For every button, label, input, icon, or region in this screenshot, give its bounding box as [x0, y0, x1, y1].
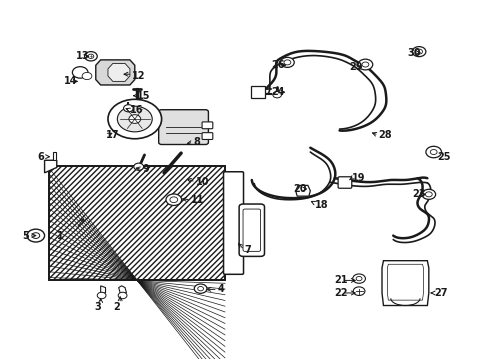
Circle shape [72, 67, 88, 78]
Circle shape [84, 51, 97, 61]
Circle shape [429, 149, 436, 154]
Text: 18: 18 [315, 200, 328, 210]
Text: 2: 2 [113, 302, 120, 312]
FancyBboxPatch shape [223, 172, 243, 274]
Circle shape [352, 287, 364, 296]
Text: 27: 27 [434, 288, 447, 298]
FancyBboxPatch shape [243, 209, 260, 251]
Circle shape [284, 60, 290, 65]
Circle shape [355, 276, 361, 281]
Polygon shape [108, 63, 130, 81]
Text: 25: 25 [436, 152, 449, 162]
Text: 15: 15 [137, 91, 150, 101]
Circle shape [197, 287, 203, 291]
Circle shape [82, 72, 92, 80]
Circle shape [27, 229, 44, 242]
FancyBboxPatch shape [202, 133, 212, 139]
Circle shape [425, 192, 431, 197]
Text: 30: 30 [407, 48, 421, 58]
Polygon shape [386, 264, 423, 300]
Text: 10: 10 [195, 177, 209, 187]
Text: 16: 16 [130, 105, 143, 115]
Polygon shape [295, 185, 310, 196]
Text: 1: 1 [57, 231, 63, 240]
Text: 3: 3 [94, 302, 101, 312]
Text: 14: 14 [64, 76, 78, 86]
Polygon shape [49, 166, 224, 280]
Polygon shape [381, 261, 428, 306]
Circle shape [118, 292, 127, 299]
Polygon shape [119, 286, 126, 293]
FancyBboxPatch shape [337, 177, 351, 188]
Circle shape [32, 233, 40, 238]
Text: 24: 24 [271, 87, 284, 97]
FancyBboxPatch shape [250, 86, 264, 98]
Circle shape [280, 57, 294, 67]
Circle shape [165, 194, 181, 206]
Circle shape [108, 99, 161, 139]
Circle shape [129, 115, 141, 123]
Text: 28: 28 [378, 130, 391, 140]
Polygon shape [49, 166, 224, 280]
Text: 19: 19 [351, 173, 365, 183]
Circle shape [415, 49, 422, 54]
Text: 11: 11 [190, 195, 204, 205]
Text: 13: 13 [76, 51, 90, 61]
Text: 6: 6 [37, 152, 44, 162]
Circle shape [421, 189, 435, 199]
Text: 29: 29 [348, 62, 362, 72]
Circle shape [272, 91, 281, 98]
Circle shape [169, 197, 177, 203]
Text: 8: 8 [193, 138, 200, 147]
Text: 12: 12 [132, 71, 145, 81]
Text: 5: 5 [22, 231, 29, 240]
Text: 23: 23 [412, 189, 426, 199]
Text: 26: 26 [271, 60, 284, 70]
Circle shape [361, 62, 368, 67]
FancyBboxPatch shape [158, 110, 208, 144]
Circle shape [352, 274, 365, 283]
FancyBboxPatch shape [49, 166, 224, 280]
Text: 22: 22 [334, 288, 347, 298]
Polygon shape [96, 60, 135, 85]
Circle shape [134, 163, 143, 170]
FancyBboxPatch shape [202, 122, 212, 129]
Circle shape [97, 292, 106, 299]
Polygon shape [101, 286, 105, 293]
Circle shape [123, 105, 133, 112]
Text: 20: 20 [293, 184, 306, 194]
Circle shape [194, 284, 206, 293]
Text: 17: 17 [105, 130, 119, 140]
Circle shape [411, 46, 425, 57]
Text: 7: 7 [244, 245, 251, 255]
Text: 4: 4 [217, 284, 224, 294]
FancyBboxPatch shape [53, 152, 56, 160]
Text: +: + [88, 54, 93, 59]
Text: 21: 21 [334, 275, 347, 285]
Text: 9: 9 [142, 164, 148, 174]
Circle shape [357, 59, 372, 70]
Polygon shape [44, 160, 57, 173]
FancyBboxPatch shape [239, 204, 264, 256]
Circle shape [425, 146, 441, 158]
Circle shape [117, 106, 152, 132]
Circle shape [88, 54, 94, 58]
